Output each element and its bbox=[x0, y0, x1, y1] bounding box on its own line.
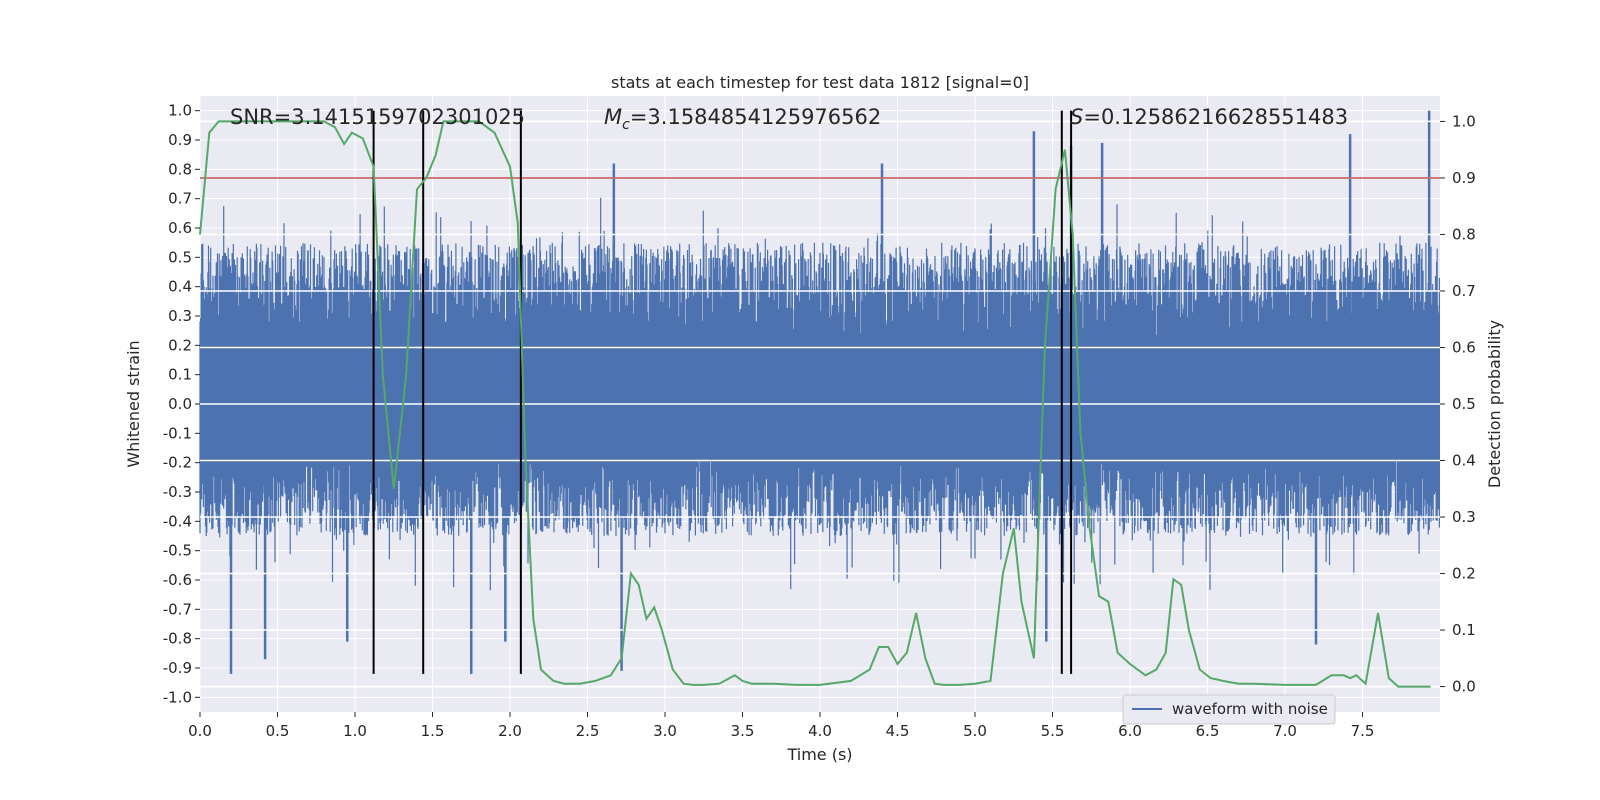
s-value: =0.12586216628551483 bbox=[1083, 105, 1348, 129]
y-tick-label: -1.0 bbox=[163, 688, 192, 706]
y-axis-label: Whitened strain bbox=[124, 340, 143, 467]
y2-tick-label: 0.8 bbox=[1452, 225, 1476, 243]
x-tick-label: 0.5 bbox=[266, 722, 290, 740]
y-tick-label: 0.4 bbox=[168, 278, 192, 296]
y2-tick-label: 0.6 bbox=[1452, 338, 1476, 356]
probability-series bbox=[199, 110, 1440, 688]
chart-title: stats at each timestep for test data 181… bbox=[611, 73, 1029, 92]
y2-tick-label: 0.9 bbox=[1452, 169, 1476, 187]
y2-tick-label: 0.7 bbox=[1452, 282, 1476, 300]
x-tick-label: 4.5 bbox=[886, 722, 910, 740]
mc-symbol: M bbox=[604, 105, 622, 129]
y-tick-label: 0.7 bbox=[168, 190, 192, 208]
y2-tick-label: 0.0 bbox=[1452, 678, 1476, 696]
x-tick-label: 2.5 bbox=[576, 722, 600, 740]
x-tick-label: 4.0 bbox=[808, 722, 832, 740]
x-tick-label: 3.5 bbox=[731, 722, 755, 740]
y-tick-label: 0.3 bbox=[168, 307, 192, 325]
x-tick-label: 5.0 bbox=[963, 722, 987, 740]
x-tick-label: 0.0 bbox=[188, 722, 212, 740]
x-axis-label: Time (s) bbox=[786, 745, 852, 764]
y-tick-label: -0.1 bbox=[163, 424, 192, 442]
x-tick-label: 3.0 bbox=[653, 722, 677, 740]
legend-label: waveform with noise bbox=[1172, 700, 1328, 718]
y-tick-label: 0.2 bbox=[168, 336, 192, 354]
mc-annotation: Mc=3.1584854125976562 bbox=[604, 105, 881, 133]
y-tick-label: 0.5 bbox=[168, 248, 192, 266]
snr-annotation: SNR=3.1415159702301025 bbox=[230, 105, 525, 129]
x-tick-label: 6.0 bbox=[1118, 722, 1142, 740]
x-tick-label: 7.0 bbox=[1273, 722, 1297, 740]
legend-box bbox=[1122, 694, 1336, 725]
y-tick-label: -0.5 bbox=[163, 542, 192, 560]
y-tick-label: -0.6 bbox=[163, 571, 192, 589]
y2-tick-label: 0.3 bbox=[1452, 508, 1476, 526]
y-tick-label: 0.6 bbox=[168, 219, 192, 237]
y2-tick-label: 0.2 bbox=[1452, 565, 1476, 583]
y-tick-label: 0.9 bbox=[168, 131, 192, 149]
y-tick-label: 0.1 bbox=[168, 366, 192, 384]
y-tick-label: -0.9 bbox=[163, 659, 192, 677]
y2-axis-label: Detection probability bbox=[1485, 320, 1504, 488]
x-tick-label: 5.5 bbox=[1041, 722, 1065, 740]
x-tick-label: 1.5 bbox=[421, 722, 445, 740]
mc-subscript: c bbox=[622, 117, 630, 133]
y-tick-label: -0.2 bbox=[163, 454, 192, 472]
y-tick-label: 0.8 bbox=[168, 160, 192, 178]
s-annotation: S=0.12586216628551483 bbox=[1070, 105, 1348, 129]
y-tick-label: -0.8 bbox=[163, 630, 192, 648]
y-tick-label: -0.3 bbox=[163, 483, 192, 501]
y2-tick-label: 0.5 bbox=[1452, 395, 1476, 413]
probability-line bbox=[199, 120, 1431, 688]
x-tick-label: 1.0 bbox=[343, 722, 367, 740]
y2-tick-label: 0.1 bbox=[1452, 621, 1476, 639]
x-tick-label: 6.5 bbox=[1196, 722, 1220, 740]
y-tick-label: -0.4 bbox=[163, 512, 192, 530]
y-tick-label: 0.0 bbox=[168, 395, 192, 413]
y2-tick-label: 1.0 bbox=[1452, 112, 1476, 130]
y-tick-label: -0.7 bbox=[163, 600, 192, 618]
legend: waveform with noise bbox=[1122, 694, 1336, 725]
y2-tick-label: 0.4 bbox=[1452, 452, 1476, 470]
y-tick-label: 1.0 bbox=[168, 102, 192, 120]
s-symbol: S bbox=[1070, 105, 1083, 129]
tick-labels: 1.0 0.9 0.8 0.7 0.6 0.5 0.4 0.3 0.2 0.1 0.0 -0.1 -0.… bbox=[163, 102, 1476, 740]
x-tick-label: 7.5 bbox=[1351, 722, 1375, 740]
x-tick-label: 2.0 bbox=[498, 722, 522, 740]
mc-value: =3.1584854125976562 bbox=[630, 105, 881, 129]
